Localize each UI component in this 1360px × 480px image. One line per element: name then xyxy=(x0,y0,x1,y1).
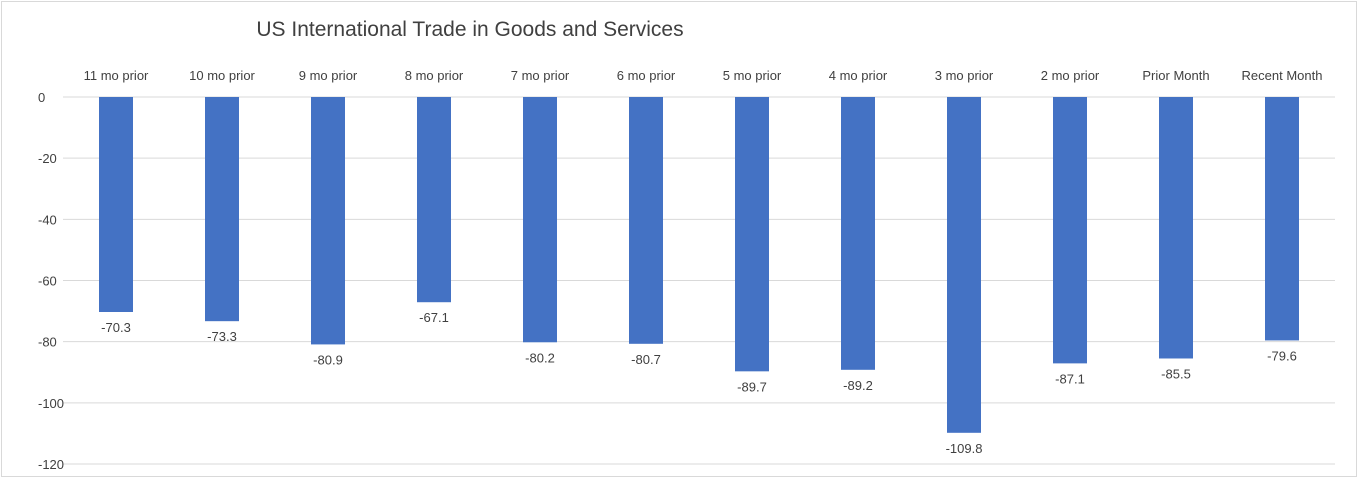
bar xyxy=(1265,97,1299,340)
data-label: -80.9 xyxy=(313,352,343,367)
y-tick-label: -120 xyxy=(38,457,64,472)
y-tick-label: -20 xyxy=(38,151,57,166)
y-tick-label: -80 xyxy=(38,335,57,350)
bar xyxy=(1159,97,1193,358)
chart-title: US International Trade in Goods and Serv… xyxy=(256,18,683,41)
data-label: -89.2 xyxy=(843,378,873,393)
bar xyxy=(417,97,451,302)
data-label: -80.7 xyxy=(631,352,661,367)
y-tick-label: -100 xyxy=(38,396,64,411)
category-label: 11 mo prior xyxy=(84,68,149,83)
category-label: 8 mo prior xyxy=(405,68,464,83)
bar xyxy=(1053,97,1087,363)
bar xyxy=(629,97,663,344)
category-label: 10 mo prior xyxy=(189,68,255,83)
data-label: -89.7 xyxy=(737,379,767,394)
category-label: Recent Month xyxy=(1242,68,1323,83)
y-tick-label: -40 xyxy=(38,212,57,227)
y-axis-tick-labels: 0 -20 -40 -60 -80 -100 -120 xyxy=(38,90,64,472)
category-label: 3 mo prior xyxy=(935,68,994,83)
data-label: -73.3 xyxy=(207,329,237,344)
gridlines xyxy=(63,97,1335,464)
bar xyxy=(205,97,239,321)
y-tick-label: 0 xyxy=(38,90,45,105)
category-label: Prior Month xyxy=(1142,68,1209,83)
data-label: -109.8 xyxy=(946,441,983,456)
bars xyxy=(99,97,1299,433)
data-label: -85.5 xyxy=(1161,366,1191,381)
bar xyxy=(841,97,875,370)
x-axis-category-labels: 11 mo prior 10 mo prior 9 mo prior 8 mo pri… xyxy=(84,68,1323,83)
data-label: -70.3 xyxy=(101,320,131,335)
bar xyxy=(523,97,557,342)
category-label: 4 mo prior xyxy=(829,68,888,83)
data-label: -80.2 xyxy=(525,350,555,365)
category-label: 7 mo prior xyxy=(511,68,570,83)
data-labels: -70.3 -73.3 -80.9 -67.1 -80.2 -80.7 -89.7 -89.2… xyxy=(101,310,1297,456)
data-label: -67.1 xyxy=(419,310,449,325)
category-label: 2 mo prior xyxy=(1041,68,1100,83)
data-label: -79.6 xyxy=(1267,348,1297,363)
bar xyxy=(947,97,981,433)
category-label: 9 mo prior xyxy=(299,68,358,83)
data-label: -87.1 xyxy=(1055,371,1085,386)
category-label: 6 mo prior xyxy=(617,68,676,83)
y-tick-label: -60 xyxy=(38,274,57,289)
bar xyxy=(311,97,345,344)
bar xyxy=(735,97,769,371)
bar xyxy=(99,97,133,312)
category-label: 5 mo prior xyxy=(723,68,782,83)
